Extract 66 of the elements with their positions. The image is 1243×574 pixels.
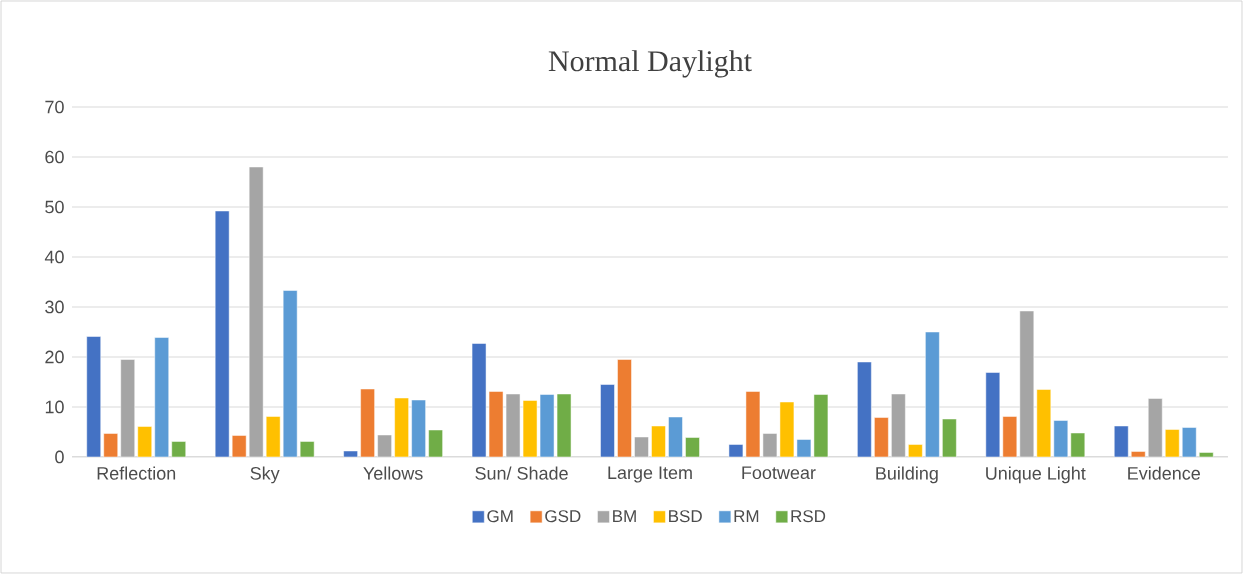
bar	[985, 372, 1001, 457]
y-tick-label: 0	[55, 450, 64, 464]
x-tick-label: Unique Light	[986, 466, 1086, 484]
legend-label: GM	[487, 510, 513, 523]
bar	[1165, 429, 1180, 457]
x-tick-label: Reflection	[97, 466, 176, 480]
y-tick-label: 50	[45, 200, 64, 214]
bar	[248, 166, 264, 457]
bar	[428, 429, 443, 457]
legend-label: BSD	[669, 510, 702, 523]
y-tick-label: 60	[45, 150, 64, 164]
x-tick-label: Footwear	[742, 466, 816, 480]
x-tick-label: Sun/ Shade	[475, 466, 568, 480]
x-tick-label: Large Item	[608, 466, 692, 483]
bar	[925, 331, 940, 457]
bar	[120, 359, 135, 457]
bar	[857, 361, 872, 457]
bar	[411, 399, 426, 457]
x-tick-label: Evidence	[1128, 466, 1200, 480]
y-tick-label: 70	[45, 100, 64, 114]
bar	[154, 337, 169, 457]
bar	[668, 416, 683, 457]
bar	[1053, 420, 1069, 457]
x-tick-label: Building	[876, 466, 938, 484]
bar	[891, 393, 906, 457]
bar	[343, 450, 358, 457]
legend-label: BM	[613, 510, 636, 522]
bar	[282, 290, 298, 457]
bar	[1199, 452, 1214, 457]
bar	[137, 426, 152, 457]
bar	[171, 441, 186, 457]
y-tick-label: 30	[45, 300, 64, 314]
bar	[360, 388, 375, 457]
bar	[651, 425, 666, 457]
bar	[1148, 398, 1163, 457]
bar	[874, 417, 889, 457]
y-tick-label: 20	[45, 350, 64, 364]
bar	[1002, 416, 1018, 457]
bar	[1182, 427, 1197, 457]
bar	[600, 384, 615, 457]
bar	[103, 433, 118, 457]
bar	[299, 441, 315, 457]
bar	[1131, 451, 1146, 457]
bar	[1070, 432, 1086, 457]
legend-label: RSD	[791, 510, 826, 523]
bar	[634, 436, 649, 457]
bar	[265, 416, 281, 457]
bar	[231, 435, 247, 457]
chart-title: Normal Daylight	[548, 50, 752, 78]
legend-label: GSD	[545, 510, 581, 523]
bar	[377, 434, 392, 457]
x-tick-label: Yellows	[363, 466, 423, 480]
bar	[1019, 310, 1035, 457]
bar	[394, 397, 409, 457]
x-tick-label: Sky	[250, 466, 280, 484]
y-tick-label: 10	[45, 400, 64, 414]
bar	[617, 359, 632, 457]
y-tick-label: 40	[44, 250, 64, 264]
bar	[1036, 389, 1052, 457]
bar	[1114, 425, 1129, 457]
bar	[214, 210, 230, 457]
bar	[685, 437, 700, 457]
legend-label: RM	[734, 510, 759, 522]
bar	[942, 418, 957, 457]
bar	[908, 444, 923, 457]
bar	[86, 336, 101, 457]
